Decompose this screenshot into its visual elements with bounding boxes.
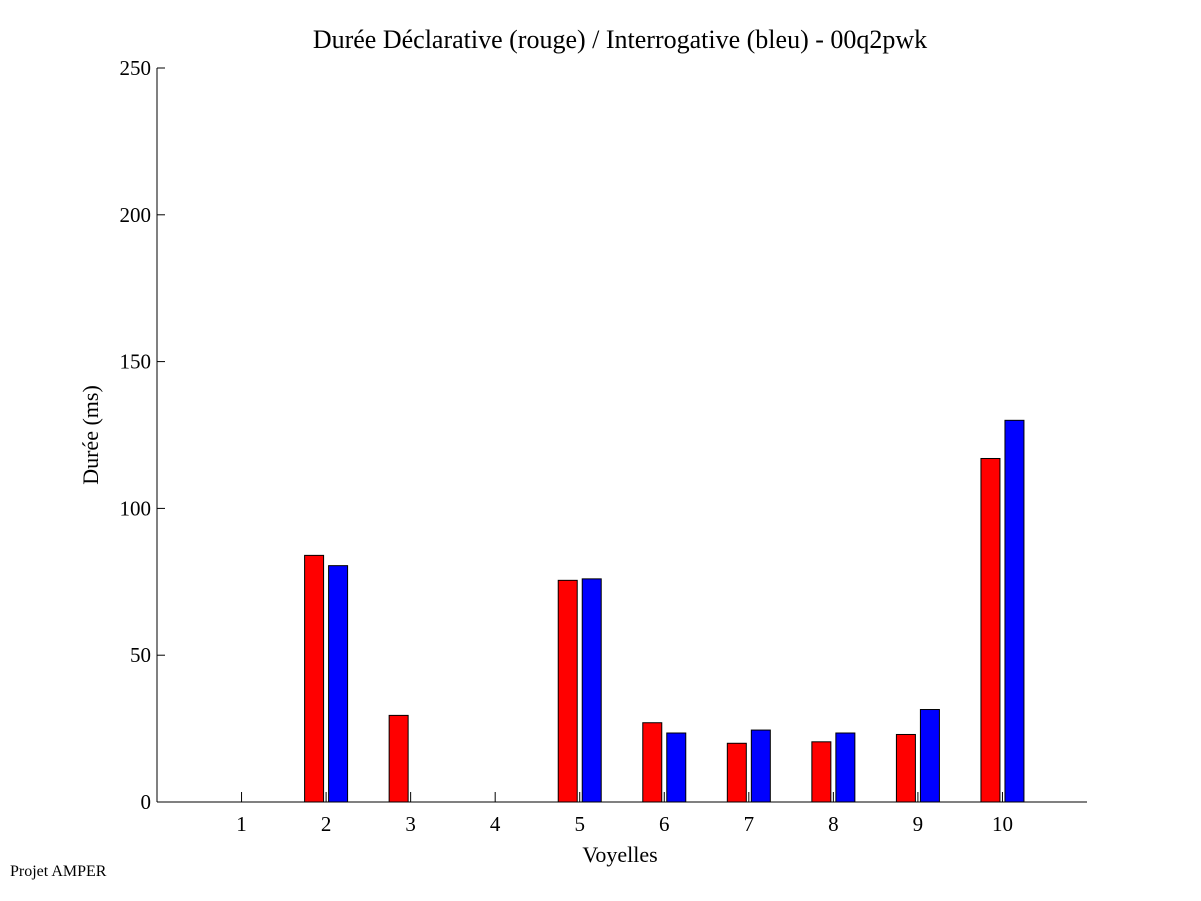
bar-declarative	[811, 741, 832, 803]
ticks: 0 50 100 150 200 250 1 2 3 4 5 6 7 8 9 10	[120, 56, 1013, 836]
y-tick-label: 150	[120, 350, 152, 374]
x-tick-label: 2	[321, 812, 332, 836]
axes	[156, 68, 1087, 803]
x-tick-label: 6	[659, 812, 670, 836]
x-tick-label: 7	[744, 812, 755, 836]
x-tick-label: 8	[828, 812, 839, 836]
bar-declarative	[642, 722, 663, 803]
bar-declarative	[388, 714, 409, 803]
x-tick-label: 4	[490, 812, 501, 836]
y-tick-label: 100	[120, 496, 152, 520]
bar-interrogative	[328, 565, 349, 803]
y-tick-label: 250	[120, 56, 152, 80]
bar-declarative	[304, 554, 325, 803]
y-tick-label: 0	[141, 790, 152, 814]
bar-interrogative	[1004, 419, 1025, 803]
y-axis-label: Durée (ms)	[78, 385, 103, 485]
bar-interrogative	[581, 578, 602, 803]
bar-interrogative	[919, 709, 940, 803]
bars	[304, 419, 1025, 803]
x-tick-label: 10	[992, 812, 1013, 836]
bar-interrogative	[666, 732, 687, 803]
y-tick-label: 200	[120, 203, 152, 227]
chart-title: Durée Déclarative (rouge) / Interrogativ…	[313, 25, 927, 54]
bar-declarative	[895, 733, 916, 803]
x-tick-label: 9	[913, 812, 924, 836]
x-tick-label: 3	[405, 812, 416, 836]
bar-declarative	[726, 742, 747, 803]
bar-interrogative	[750, 729, 771, 803]
bar-interrogative	[835, 732, 856, 803]
x-tick-label: 5	[574, 812, 585, 836]
x-axis-label: Voyelles	[582, 842, 657, 867]
bar-declarative	[980, 457, 1001, 803]
footer-text: Projet AMPER	[10, 863, 107, 880]
x-tick-label: 1	[236, 812, 247, 836]
y-tick-label: 50	[130, 643, 151, 667]
bar-declarative	[557, 579, 578, 803]
